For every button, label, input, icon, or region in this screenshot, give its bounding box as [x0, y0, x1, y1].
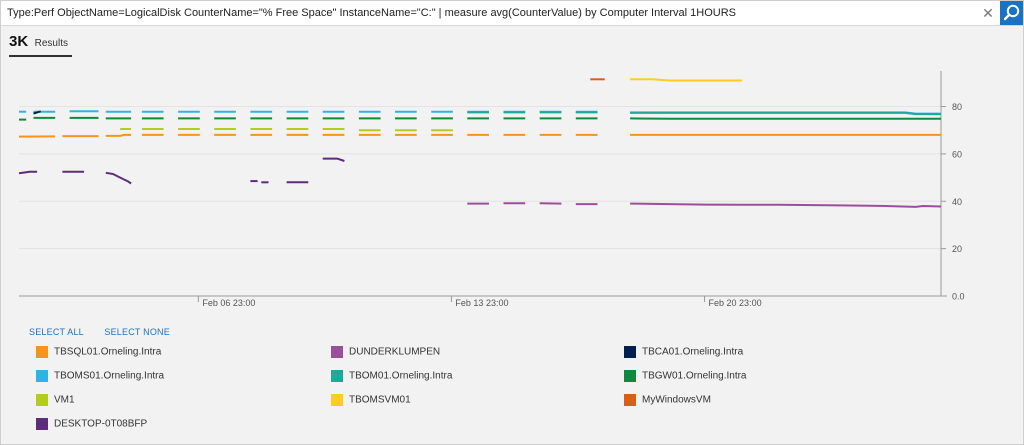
select-none-link[interactable]: SELECT NONE [104, 327, 170, 337]
query-input[interactable] [1, 1, 971, 25]
legend-label: DUNDERKLUMPEN [349, 346, 441, 358]
legend-label: TBCA01.Orneling.Intra [642, 346, 744, 358]
y-tick-label: 60 [952, 149, 962, 159]
legend-item[interactable]: VM1 [36, 394, 75, 410]
y-tick-label: 80 [952, 102, 962, 112]
legend-item[interactable]: TBOMS01.Orneling.Intra [36, 370, 164, 386]
legend-label: DESKTOP-0T08BFP [54, 418, 148, 430]
legend-label: TBOMS01.Orneling.Intra [54, 370, 165, 382]
search-bar: ✕ [1, 1, 1023, 26]
clear-query-button[interactable]: ✕ [978, 1, 998, 25]
y-tick-label: 40 [952, 197, 962, 207]
legend-label: MyWindowsVM [642, 394, 711, 406]
legend-swatch [624, 370, 636, 382]
series-line-desktop-0t08bfp [322, 157, 345, 162]
legend-swatch [331, 394, 343, 406]
series-line-tbomsvm01 [630, 78, 743, 82]
results-count-tab[interactable]: 3K Results [9, 33, 72, 57]
legend-item[interactable]: TBSQL01.Orneling.Intra [36, 346, 161, 362]
series-line-tbsql01-orneling-intra [105, 133, 132, 137]
x-tick-label: Feb 06 23:00 [202, 298, 255, 308]
legend-item[interactable]: MyWindowsVM [624, 394, 711, 410]
x-tick-label: Feb 13 23:00 [455, 298, 508, 308]
legend-label: TBGW01.Orneling.Intra [642, 370, 747, 382]
legend-label: TBOM01.Orneling.Intra [349, 370, 453, 382]
search-icon [1003, 4, 1020, 21]
legend-label: TBOMSVM01 [349, 394, 411, 406]
x-tick-label: Feb 20 23:00 [709, 298, 762, 308]
legend-item[interactable]: TBCA01.Orneling.Intra [624, 346, 743, 362]
legend-item[interactable]: TBOMSVM01 [331, 394, 411, 410]
legend-swatch [331, 370, 343, 382]
results-label: Results [34, 38, 68, 49]
legend-item[interactable]: TBGW01.Orneling.Intra [624, 370, 746, 386]
legend-swatch [36, 418, 48, 430]
legend-label: TBSQL01.Orneling.Intra [54, 346, 162, 358]
y-tick-label: 20 [952, 244, 962, 254]
close-icon: ✕ [982, 5, 994, 21]
series-line-tbom01-orneling-intra [630, 111, 941, 116]
legend-actions: SELECT ALL SELECT NONE [29, 327, 188, 337]
results-count: 3K [9, 33, 29, 50]
legend-item[interactable]: DUNDERKLUMPEN [331, 346, 440, 362]
legend-swatch [331, 346, 343, 358]
legend-swatch [36, 346, 48, 358]
series-line-desktop-0t08bfp [105, 171, 132, 185]
legend-item[interactable]: DESKTOP-0T08BFP [36, 418, 147, 434]
legend-swatch [36, 394, 48, 406]
select-all-link[interactable]: SELECT ALL [29, 327, 84, 337]
line-chart[interactable]: 0.0 20 40 60 80 Feb 06 23:00 Feb 13 23:00 Feb 2… [1, 61, 1023, 311]
search-button[interactable] [1000, 1, 1023, 25]
legend-swatch [36, 370, 48, 382]
series-line-dunderklumpen [630, 202, 942, 208]
series-line-tbca01-orneling-intra [33, 110, 42, 115]
legend-swatch [624, 394, 636, 406]
legend-swatch [624, 346, 636, 358]
legend-item[interactable]: TBOM01.Orneling.Intra [331, 370, 452, 386]
legend-label: VM1 [54, 394, 75, 406]
y-tick-label: 0.0 [952, 292, 965, 302]
series-line-desktop-0t08bfp [18, 170, 38, 175]
